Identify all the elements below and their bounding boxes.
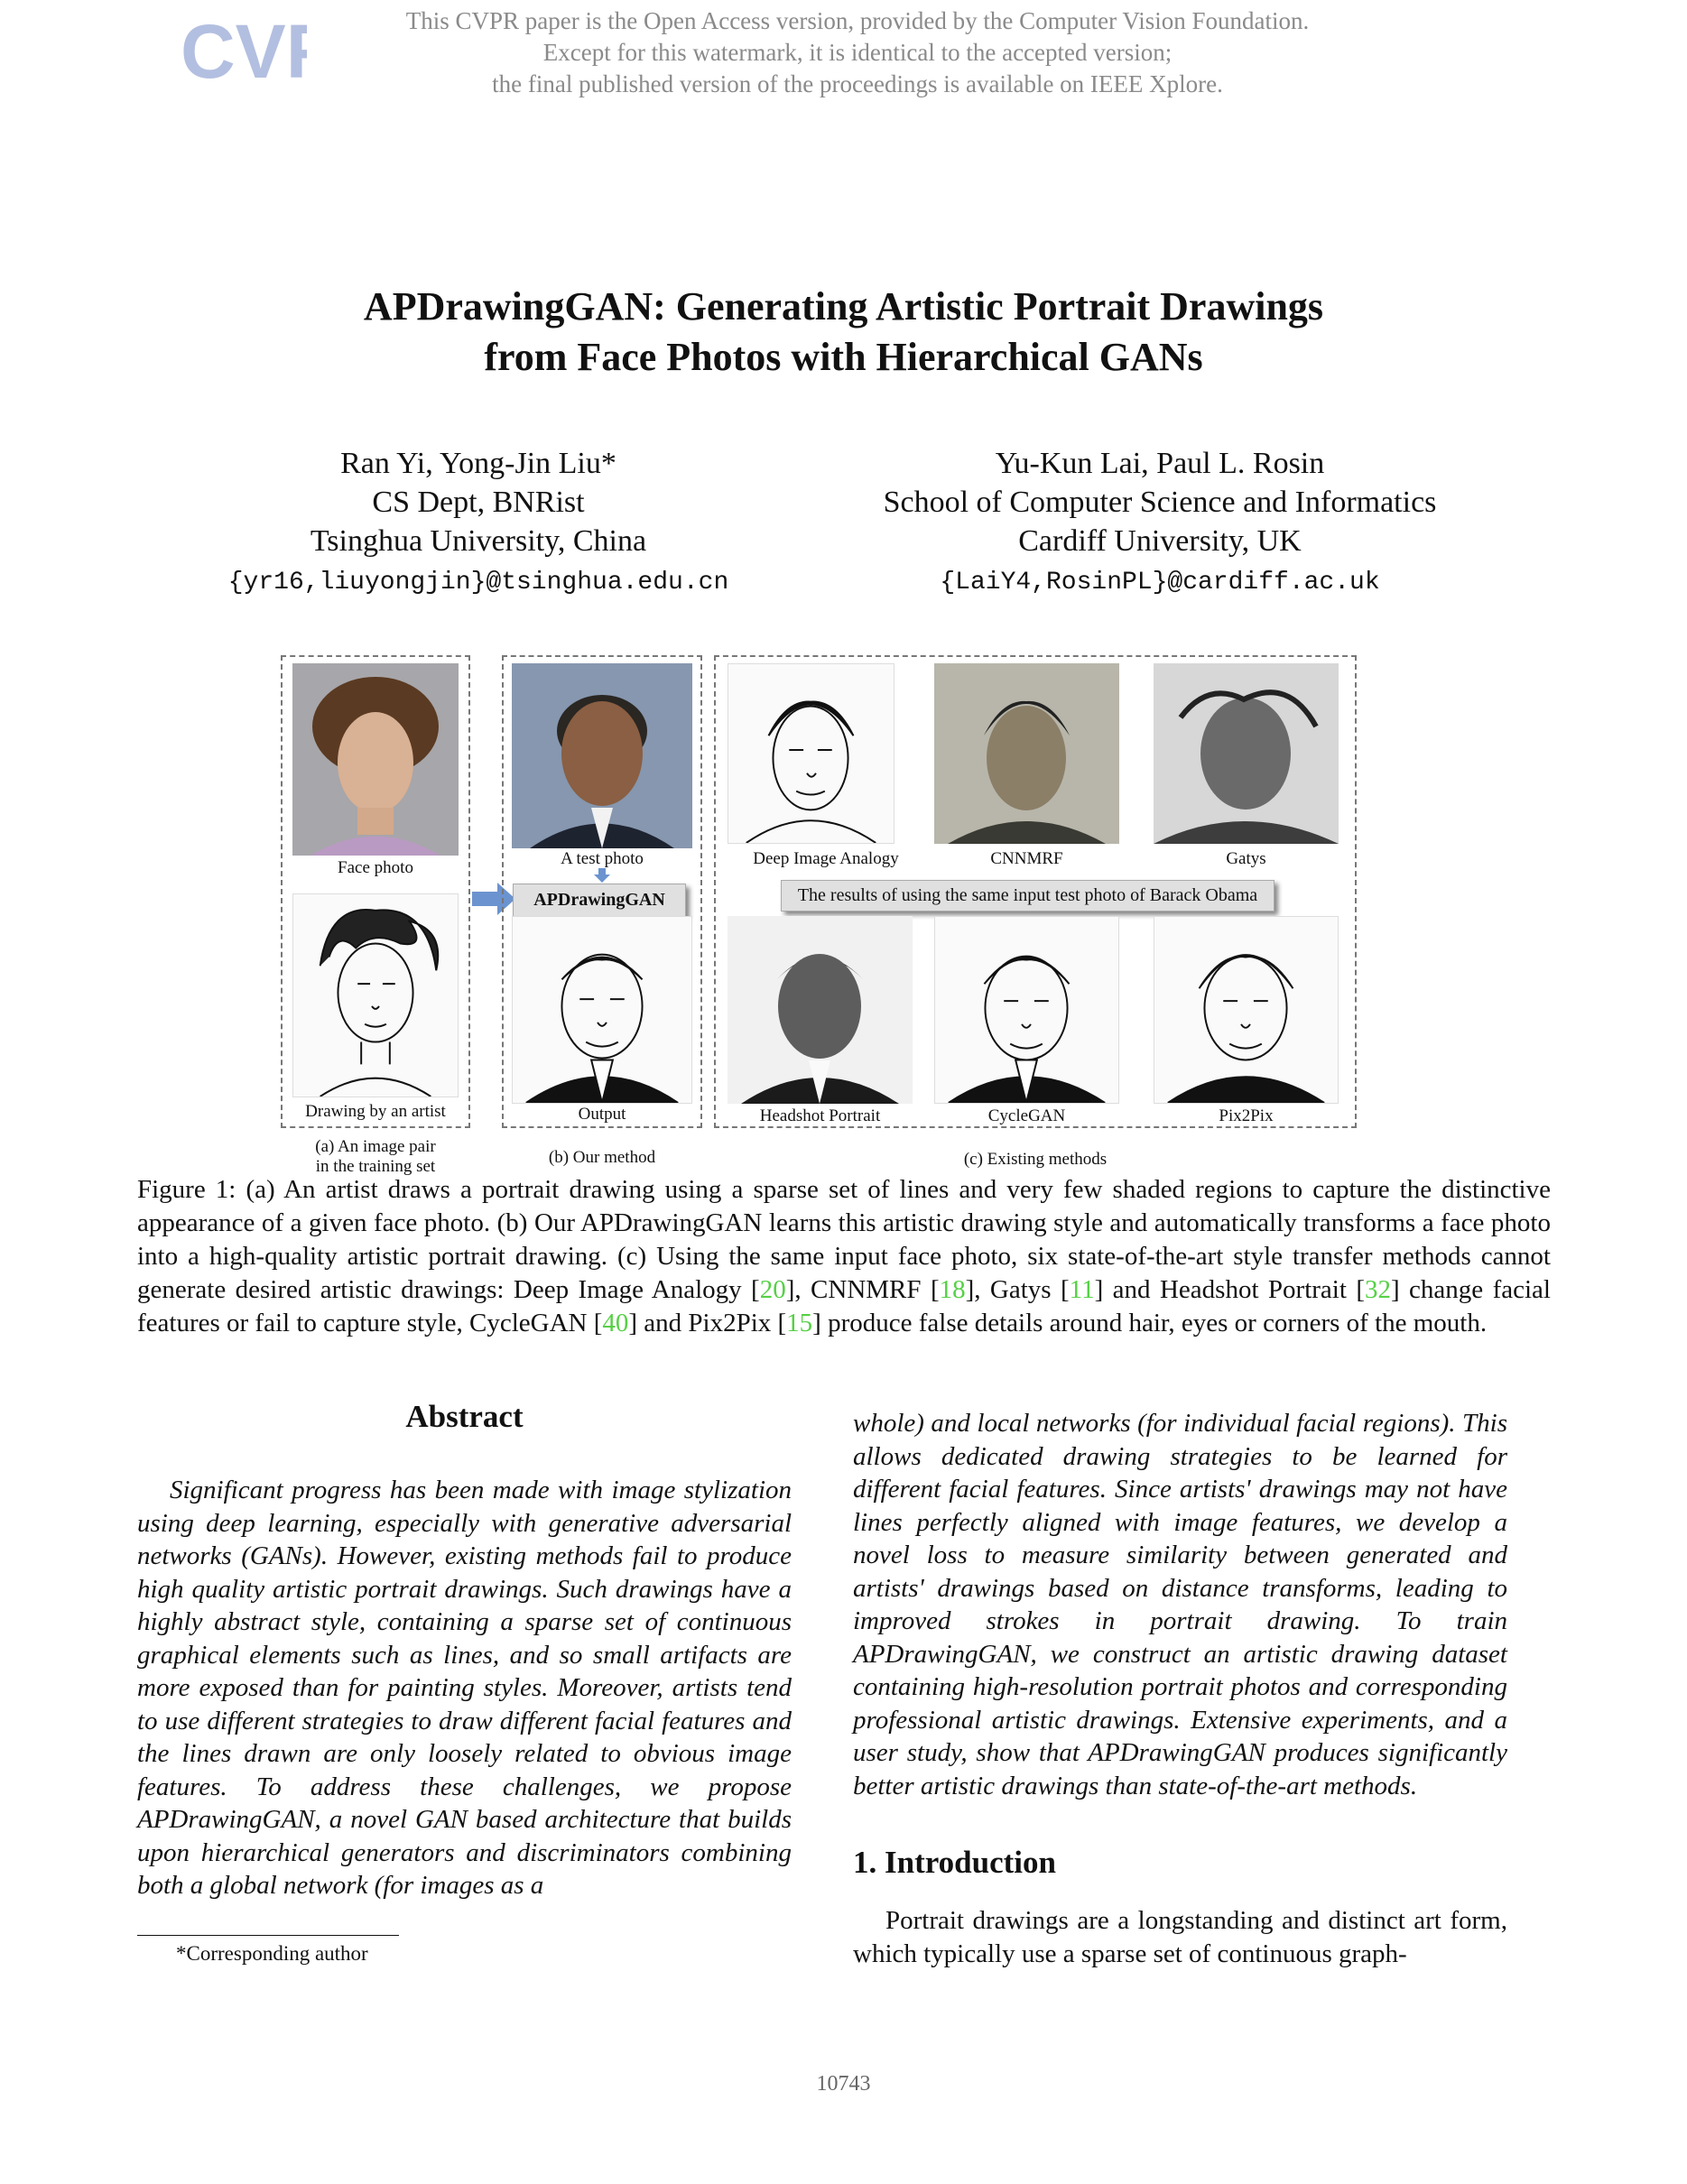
caption-pix2pix: Pix2Pix: [1219, 1106, 1274, 1125]
subcaption-a: (a) An image pair in the training set: [281, 1137, 470, 1177]
author-names: Ran Yi, Yong-Jin Liu*: [340, 447, 616, 480]
citation-link[interactable]: 20: [759, 1275, 786, 1304]
citation-link[interactable]: 11: [1069, 1275, 1095, 1304]
page-number: 10743: [816, 2072, 871, 2096]
paper-title: APDrawingGAN: Generating Artistic Portra…: [0, 282, 1687, 383]
citation-link[interactable]: 32: [1364, 1275, 1391, 1304]
author-block-left: Ran Yi, Yong-Jin Liu* CS Dept, BNRist Ts…: [199, 444, 758, 602]
abstract-text-left: Significant progress has been made with …: [137, 1476, 792, 1900]
cnnmrf-image: [934, 663, 1119, 844]
figure-panel-b: [502, 655, 702, 1128]
title-line-2: from Face Photos with Hierarchical GANs: [484, 335, 1203, 379]
author-names: Yu-Kun Lai, Paul L. Rosin: [995, 447, 1325, 480]
watermark-line-3: the final published version of the proce…: [492, 70, 1223, 97]
arrow-right-icon: [472, 881, 515, 917]
face-photo-image: [292, 663, 459, 856]
comparison-banner: The results of using the same input test…: [781, 880, 1275, 912]
caption-gatys: Gatys: [1226, 849, 1266, 868]
arrow-down-icon: [594, 917, 610, 931]
caption-text: ], CNNMRF [: [785, 1275, 940, 1304]
citation-link[interactable]: 40: [602, 1309, 629, 1337]
headshot-portrait-image: [728, 916, 913, 1104]
author-email[interactable]: {yr16,liuyongjin}@tsinghua.edu.cn: [227, 569, 729, 597]
caption-headshot-portrait: Headshot Portrait: [759, 1106, 881, 1125]
watermark-line-1: This CVPR paper is the Open Access versi…: [405, 7, 1310, 34]
introduction-text: Portrait drawings are a longstanding and…: [853, 1906, 1507, 1968]
author-block-right: Yu-Kun Lai, Paul L. Rosin School of Comp…: [776, 444, 1543, 602]
footnote-divider: [137, 1935, 399, 1936]
pix2pix-image: [1154, 916, 1339, 1104]
caption-text: Figure 1: (a) An artist draws a portrait…: [137, 1175, 1551, 1304]
arrow-down-icon: [594, 868, 610, 883]
title-line-1: APDrawingGAN: Generating Artistic Portra…: [363, 284, 1324, 329]
introduction-heading: 1. Introduction: [853, 1845, 1056, 1880]
gatys-image: [1154, 663, 1339, 844]
subcaption-b: (b) Our method: [548, 1148, 656, 1167]
caption-test-photo: A test photo: [561, 849, 644, 868]
abstract-text-right: whole) and local networks (for individua…: [853, 1409, 1507, 1800]
output-drawing-image: [512, 916, 692, 1104]
figure-panel-c: [714, 655, 1357, 1128]
author-dept: School of Computer Science and Informati…: [883, 486, 1437, 519]
caption-cnnmrf: CNNMRF: [990, 849, 1063, 868]
caption-text: ], Gatys [: [965, 1275, 1070, 1304]
subcaption-a-line-1: (a) An image pair: [315, 1137, 436, 1156]
caption-deep-image-analogy: Deep Image Analogy: [753, 849, 899, 868]
author-university: Cardiff University, UK: [1018, 524, 1302, 558]
caption-output: Output: [578, 1105, 626, 1124]
caption-text: ] change facial features or fail to capt…: [137, 1275, 1551, 1337]
author-dept: CS Dept, BNRist: [372, 486, 585, 519]
caption-face-photo: Face photo: [338, 858, 413, 877]
footnote-corresponding-author: *Corresponding author: [176, 1942, 368, 1965]
open-access-watermark: This CVPR paper is the Open Access versi…: [271, 5, 1444, 100]
caption-drawing-by-artist: Drawing by an artist: [305, 1102, 446, 1121]
subcaption-c: (c) Existing methods: [963, 1150, 1108, 1169]
artist-drawing-image: [292, 893, 459, 1097]
caption-text: ] and Pix2Pix [: [628, 1309, 787, 1337]
caption-cyclegan: CycleGAN: [987, 1106, 1066, 1125]
apdrawinggan-method-label: APDrawingGAN: [513, 884, 686, 917]
abstract-heading: Abstract: [405, 1399, 524, 1434]
citation-link[interactable]: 18: [939, 1275, 966, 1304]
test-photo-image: [512, 663, 692, 848]
author-email[interactable]: {LaiY4,RosinPL}@cardiff.ac.uk: [940, 569, 1380, 597]
figure-panel-a: [281, 655, 470, 1128]
caption-text: ] produce false details around hair, eye…: [812, 1309, 1488, 1337]
caption-text: ] and Headshot Portrait [: [1094, 1275, 1365, 1304]
figure-1-caption: Figure 1: (a) An artist draws a portrait…: [137, 1173, 1551, 1340]
author-university: Tsinghua University, China: [310, 524, 647, 558]
deep-image-analogy-image: [728, 663, 894, 844]
cyclegan-image: [934, 916, 1119, 1104]
watermark-line-2: Except for this watermark, it is identic…: [542, 39, 1173, 66]
citation-link[interactable]: 15: [786, 1309, 813, 1337]
